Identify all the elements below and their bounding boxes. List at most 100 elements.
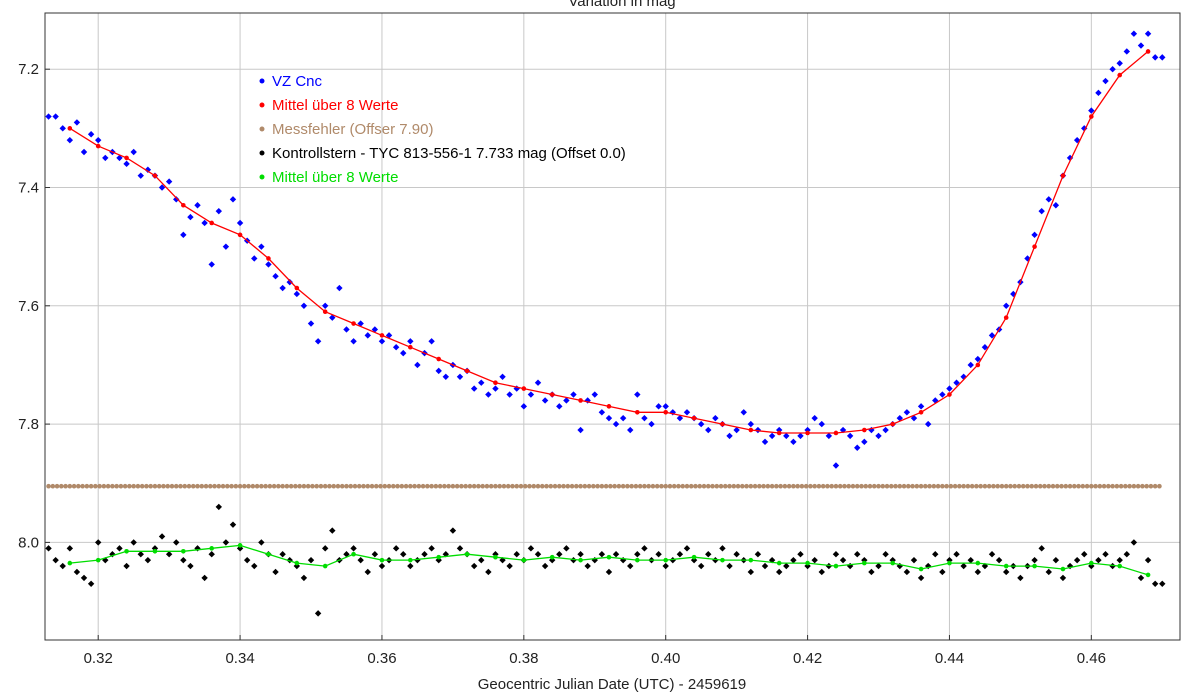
error-point: [484, 483, 490, 489]
data-point: [95, 539, 102, 546]
x-tick-label: 0.32: [84, 650, 113, 667]
error-point: [982, 483, 988, 489]
error-point: [910, 483, 915, 489]
error-point: [978, 483, 983, 489]
mean-point: [1060, 173, 1066, 178]
error-point: [310, 483, 315, 489]
error-point: [505, 483, 511, 489]
data-point: [1081, 125, 1088, 132]
error-point: [71, 483, 77, 489]
error-point: [1029, 483, 1035, 489]
y-tick-label: 7.4: [18, 179, 39, 196]
error-point: [242, 483, 247, 489]
error-point: [935, 483, 941, 489]
data-point: [364, 568, 371, 576]
error-point: [229, 483, 234, 489]
error-point: [952, 483, 958, 489]
error-point: [480, 483, 485, 489]
error-point: [254, 483, 260, 489]
data-point: [300, 302, 308, 309]
legend-marker: [259, 102, 265, 108]
data-point: [541, 397, 549, 404]
mean-point: [606, 404, 612, 409]
error-point: [301, 483, 307, 489]
error-point: [284, 483, 290, 489]
data-point: [527, 545, 535, 552]
data-point: [1031, 231, 1038, 239]
data-point: [1123, 48, 1130, 55]
data-point: [286, 278, 293, 286]
error-point: [1101, 483, 1107, 489]
data-point: [1088, 107, 1095, 114]
data-point: [946, 385, 953, 392]
data-point: [939, 391, 946, 398]
error-point: [1093, 483, 1098, 489]
data-point: [1052, 556, 1060, 564]
error-point: [654, 483, 660, 489]
error-point: [718, 483, 724, 489]
data-point: [754, 426, 762, 434]
data-point: [165, 551, 173, 558]
data-point: [1038, 545, 1045, 552]
data-point: [1088, 562, 1095, 570]
error-point: [344, 483, 349, 489]
error-point: [182, 483, 188, 489]
data-point: [903, 409, 911, 416]
data-point: [1159, 580, 1166, 588]
data-point: [584, 562, 591, 570]
mean-point: [1117, 72, 1123, 78]
data-point: [236, 219, 244, 227]
error-point: [795, 483, 800, 489]
error-point: [293, 483, 298, 489]
error-point: [399, 483, 405, 489]
data-point: [854, 444, 861, 451]
error-point: [127, 483, 132, 489]
data-point: [776, 568, 783, 576]
error-point: [356, 483, 362, 489]
error-point: [1084, 483, 1090, 489]
legend-label: Messfehler (Offser 7.90): [272, 121, 433, 138]
data-point: [442, 551, 449, 558]
error-point: [1020, 483, 1026, 489]
error-point: [1076, 483, 1081, 489]
y-tick-label: 7.2: [18, 61, 39, 78]
data-point: [478, 556, 485, 564]
data-point: [1102, 551, 1109, 558]
error-point: [497, 483, 503, 489]
error-point: [859, 483, 864, 489]
mean-point: [663, 557, 669, 563]
data-point: [371, 551, 379, 558]
mean-point: [606, 554, 612, 560]
error-point: [671, 483, 677, 489]
error-point: [88, 483, 94, 489]
error-point: [225, 483, 230, 489]
error-point: [582, 483, 588, 489]
data-point: [1081, 551, 1088, 558]
mean-point: [776, 430, 782, 436]
data-point: [648, 420, 655, 428]
data-point: [1130, 30, 1138, 37]
error-point: [876, 483, 881, 489]
data-point: [442, 373, 449, 380]
data-point: [761, 438, 769, 446]
data-point: [180, 231, 187, 239]
mean-point: [862, 427, 867, 433]
error-point: [727, 483, 732, 489]
error-point: [1131, 483, 1137, 489]
error-point: [867, 483, 873, 489]
error-point: [1003, 483, 1009, 489]
error-point: [1050, 483, 1056, 489]
error-point: [339, 483, 345, 489]
error-point: [131, 483, 136, 489]
error-point: [314, 483, 319, 489]
data-point: [1109, 562, 1116, 570]
data-point: [1102, 77, 1109, 85]
error-point: [684, 483, 690, 489]
error-point: [591, 483, 596, 489]
data-point: [1109, 65, 1116, 73]
mean-point: [351, 551, 356, 557]
data-point: [45, 545, 52, 552]
error-point: [165, 483, 171, 489]
data-point: [229, 196, 237, 203]
error-point: [923, 483, 928, 489]
